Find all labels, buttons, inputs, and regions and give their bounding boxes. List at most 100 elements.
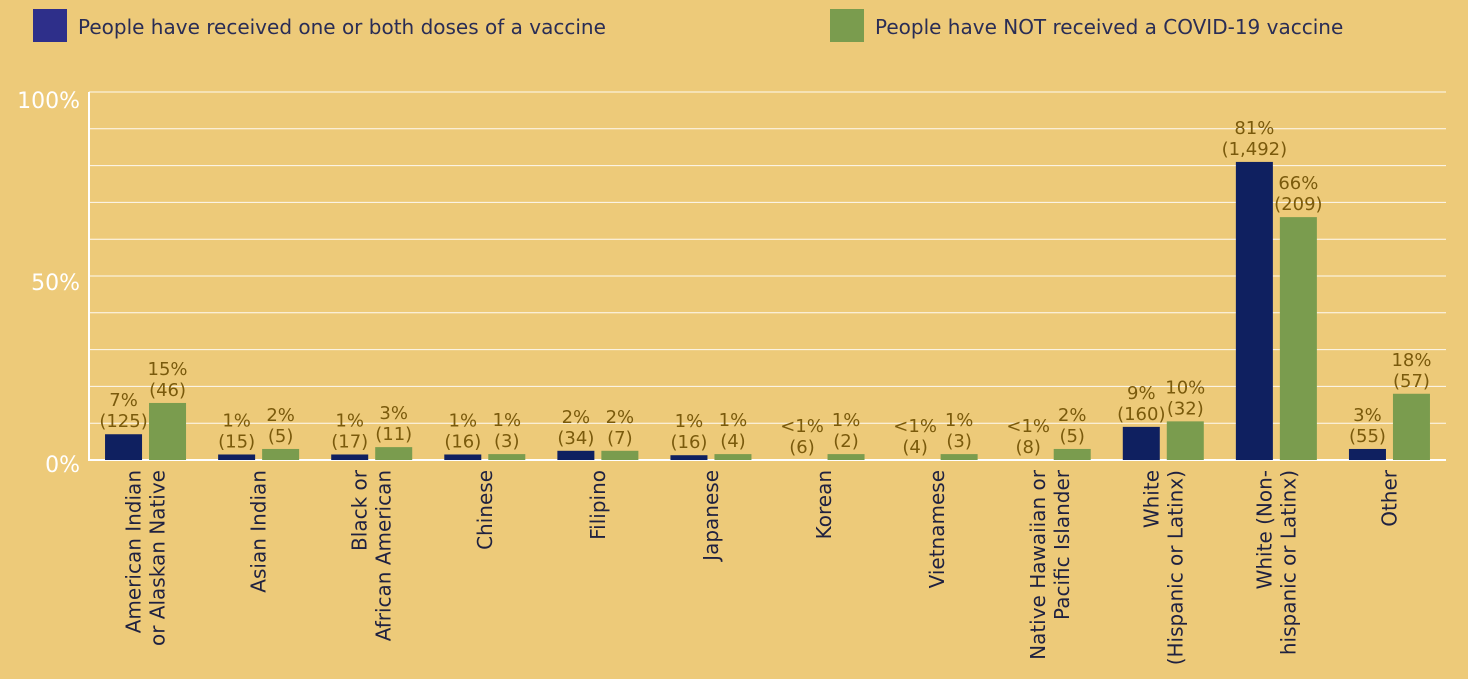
bar-not-vaccinated [1279,217,1317,460]
legend: People have received one or both doses o… [33,9,1343,42]
data-label-count: (11) [375,424,412,445]
data-label-count: (3) [494,431,520,452]
bar-not-vaccinated [1053,448,1091,460]
bar-not-vaccinated [827,454,865,460]
category-label: Asian Indian [247,470,271,593]
category-label: Native Hawaiian orPacific Islander [1026,469,1074,660]
data-label-count: (46) [149,380,186,401]
category-label-line: African American [372,470,396,641]
data-label-count: (16) [670,432,707,453]
data-label-pct: 2% [266,405,295,426]
data-label-pct: 1% [335,410,364,431]
category-label-line: White (Non- [1252,470,1276,589]
data-label-pct: 18% [1391,350,1431,371]
data-label-pct: 1% [945,410,974,431]
bar-vaccinated [1122,426,1160,460]
data-label-count: (5) [1059,426,1085,447]
data-label-count: (55) [1349,426,1386,447]
data-label-pct: 2% [1058,405,1087,426]
category-label-line: Pacific Islander [1050,469,1074,620]
category-label-line: Chinese [473,470,497,550]
bar-not-vaccinated [149,402,187,460]
category-label: Other [1377,469,1401,527]
data-label-count: (16) [444,431,481,452]
category-label-line: Asian Indian [247,470,271,593]
data-label-count: (57) [1393,371,1430,392]
bar-not-vaccinated [601,450,639,460]
data-label-pct: 10% [1165,377,1205,398]
category-labels: American Indianor Alaskan Native Asian In… [122,469,1402,665]
data-label-pct: 1% [675,411,704,432]
value-labels: 7%(125)15%(46)1%(15)2%(5)1%(17)3%(11)1%(… [99,118,1431,458]
bar-not-vaccinated [488,454,526,460]
category-label: White (Non-hispanic or Latinx) [1252,470,1300,655]
bar-vaccinated [331,454,369,460]
data-label-pct: 1% [493,410,522,431]
category-label: White(Hispanic or Latinx) [1139,470,1187,665]
data-label-pct: <1% [1006,416,1050,437]
bar-vaccinated [557,450,595,460]
data-label-count: (32) [1167,398,1204,419]
data-label-count: (34) [557,428,594,449]
y-tick-50: 50% [31,271,80,296]
bars [105,161,1430,461]
data-label-pct: 3% [379,403,408,424]
bar-vaccinated [218,454,256,460]
category-label: Japanese [699,470,723,563]
bar-not-vaccinated [1392,393,1430,460]
data-label-pct: 9% [1127,383,1156,404]
data-label-count: (2) [833,431,859,452]
y-tick-100: 100% [17,89,80,114]
data-label-pct: 2% [606,407,635,428]
category-label-line: Korean [812,470,836,539]
data-label-count: (4) [902,437,928,458]
legend-swatch-not-vaccinated [830,9,864,42]
y-tick-0: 0% [45,453,80,478]
data-label-count: (160) [1117,404,1165,425]
category-label-line: (Hispanic or Latinx) [1163,470,1187,665]
data-label-count: (15) [218,431,255,452]
data-label-count: (7) [607,428,633,449]
data-label-pct: 1% [832,410,861,431]
bar-not-vaccinated [940,454,978,460]
legend-label-vaccinated: People have received one or both doses o… [78,15,606,39]
category-label-line: Native Hawaiian or [1026,469,1050,660]
category-label-line: hispanic or Latinx) [1276,470,1300,655]
data-label-count: (8) [1015,437,1041,458]
bar-vaccinated [1348,448,1386,460]
data-label-count: (125) [99,411,147,432]
data-label-count: (1,492) [1222,139,1288,160]
bar-not-vaccinated [1166,421,1204,460]
category-label-line: Vietnamese [925,470,949,588]
data-label-count: (4) [720,431,746,452]
data-label-pct: <1% [780,416,824,437]
bar-not-vaccinated [262,448,300,460]
category-label: Vietnamese [925,470,949,588]
bar-vaccinated [105,434,143,460]
data-label-count: (5) [268,426,294,447]
bar-not-vaccinated [714,454,752,460]
bar-vaccinated [1235,161,1273,461]
data-label-count: (3) [946,431,972,452]
category-label: American Indianor Alaskan Native [122,470,170,646]
data-label-pct: 3% [1353,405,1382,426]
category-label-line: Filipino [586,470,610,540]
data-label-count: (209) [1274,194,1322,215]
category-label: Chinese [473,470,497,550]
category-label-line: or Alaskan Native [146,470,170,646]
data-label-pct: 15% [148,359,188,380]
data-label-pct: 81% [1234,118,1274,139]
category-label: Filipino [586,470,610,540]
category-label-line: Japanese [699,470,723,563]
data-label-count: (17) [331,431,368,452]
category-label: Black orAfrican American [348,469,396,641]
legend-label-not-vaccinated: People have NOT received a COVID-19 vacc… [875,15,1343,39]
data-label-pct: 1% [222,410,251,431]
data-label-pct: 1% [719,410,748,431]
data-label-pct: 2% [562,407,591,428]
category-label-line: Black or [348,469,372,551]
data-label-pct: 7% [109,390,138,411]
category-label: Korean [812,470,836,539]
category-label-line: American Indian [122,470,146,633]
